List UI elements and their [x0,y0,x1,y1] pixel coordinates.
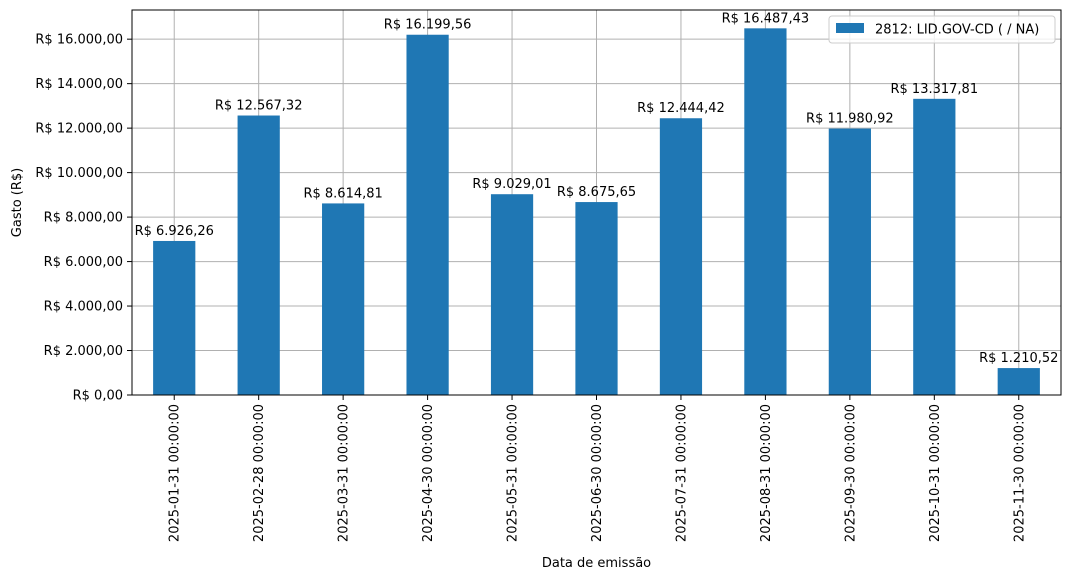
x-tick-label: 2025-04-30 00:00:00 [421,404,436,542]
bar-value-label: R$ 6.926,26 [135,224,214,239]
bar-value-label: R$ 12.567,32 [215,99,303,114]
bars-layer [153,28,1040,396]
bar [237,115,280,396]
bar-value-label: R$ 1.210,52 [979,351,1058,366]
bar-value-label: R$ 16.199,56 [384,18,472,33]
x-tick-label: 2025-09-30 00:00:00 [843,404,858,542]
x-tick-label: 2025-10-31 00:00:00 [928,404,943,542]
y-tick-label: R$ 0,00 [73,389,123,404]
x-axis-ticks: 2025-01-31 00:00:00 2025-02-28 00:00:00 20… [168,395,1027,542]
y-tick-label: R$ 6.000,00 [44,255,123,270]
y-tick-label: R$ 2.000,00 [44,344,123,359]
bar-value-label: R$ 11.980,92 [806,112,894,127]
bar [490,194,534,395]
bar-value-label: R$ 16.487,43 [722,11,810,26]
bar [997,368,1040,395]
bar-value-label: R$ 9.029,01 [472,177,551,192]
x-tick-label: 2025-07-31 00:00:00 [674,404,689,542]
x-axis-title: Data de emissão [542,556,651,571]
y-tick-label: R$ 12.000,00 [35,122,123,137]
y-axis-title: Gasto (R$) [10,168,25,237]
bar-value-label: R$ 8.614,81 [303,186,382,201]
bar-value-label: R$ 8.675,65 [557,185,636,200]
bar [322,203,365,395]
y-tick-label: R$ 14.000,00 [35,77,123,92]
x-tick-label: 2025-02-28 00:00:00 [252,404,267,542]
bar [153,240,196,395]
x-tick-label: 2025-06-30 00:00:00 [590,404,605,542]
bar [659,118,703,396]
x-tick-label: 2025-05-31 00:00:00 [506,404,521,542]
bar [913,98,956,396]
x-tick-label: 2025-01-31 00:00:00 [168,404,183,542]
bar [828,128,871,395]
y-tick-label: R$ 10.000,00 [35,166,123,181]
legend-box [828,15,1056,44]
legend: 2812: LID.GOV-CD ( / NA) [828,15,1056,44]
y-axis-ticks: R$ 0,00 R$ 2.000,00 R$ 4.000,00 R$ 6.000,00… [35,33,132,404]
bar-value-label: R$ 12.444,42 [637,101,725,116]
legend-swatch [836,23,864,33]
bar [744,28,787,395]
x-tick-label: 2025-11-30 00:00:00 [1012,404,1027,542]
legend-label: 2812: LID.GOV-CD ( / NA) [875,23,1039,38]
x-tick-label: 2025-08-31 00:00:00 [759,404,774,542]
bar-value-label: R$ 13.317,81 [891,82,979,97]
data-labels-layer: R$ 6.926,26 R$ 12.567,32 R$ 8.614,81 R$ 16.… [135,11,1059,366]
y-tick-label: R$ 8.000,00 [44,211,123,226]
y-tick-label: R$ 16.000,00 [35,33,123,48]
x-tick-label: 2025-03-31 00:00:00 [337,404,352,542]
y-tick-label: R$ 4.000,00 [44,300,123,315]
bar [406,34,449,395]
bar [575,202,618,395]
